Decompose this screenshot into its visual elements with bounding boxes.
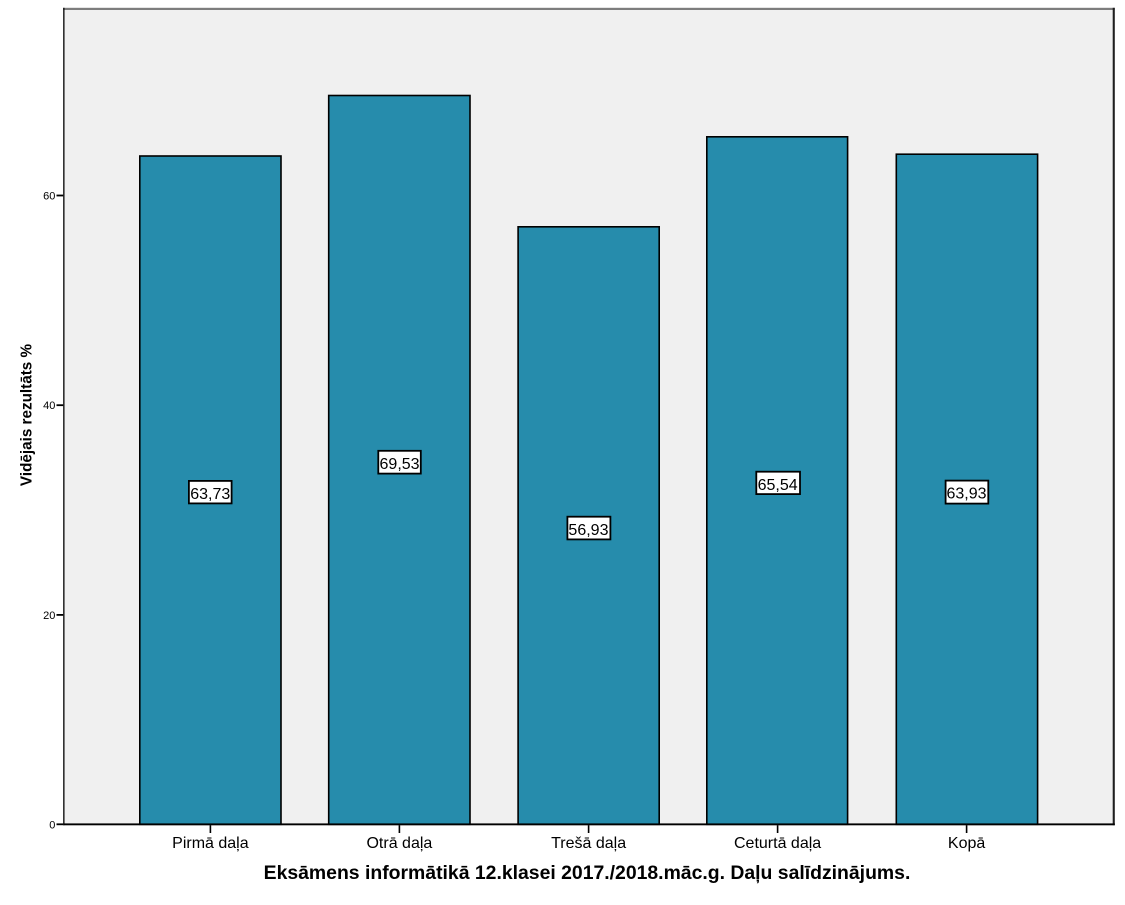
svg-text:65,54: 65,54	[758, 477, 798, 494]
svg-text:63,73: 63,73	[190, 486, 230, 503]
svg-text:56,93: 56,93	[568, 522, 608, 539]
svg-text:63,93: 63,93	[946, 486, 986, 503]
svg-text:20: 20	[43, 610, 55, 622]
svg-text:Trešā daļa: Trešā daļa	[551, 835, 626, 852]
svg-text:Kopā: Kopā	[948, 835, 985, 852]
svg-text:0: 0	[49, 819, 55, 831]
svg-text:Otrā daļa: Otrā daļa	[366, 835, 432, 852]
svg-text:Eksāmens informātikā 12.klasei: Eksāmens informātikā 12.klasei 2017./201…	[264, 862, 911, 884]
svg-text:Pirmā daļa: Pirmā daļa	[172, 835, 249, 852]
svg-text:Vidējais rezultāts %: Vidējais rezultāts %	[19, 344, 36, 487]
svg-text:69,53: 69,53	[380, 456, 420, 473]
svg-text:60: 60	[43, 191, 55, 203]
svg-text:Ceturtā daļa: Ceturtā daļa	[734, 835, 821, 852]
svg-text:40: 40	[43, 400, 55, 412]
